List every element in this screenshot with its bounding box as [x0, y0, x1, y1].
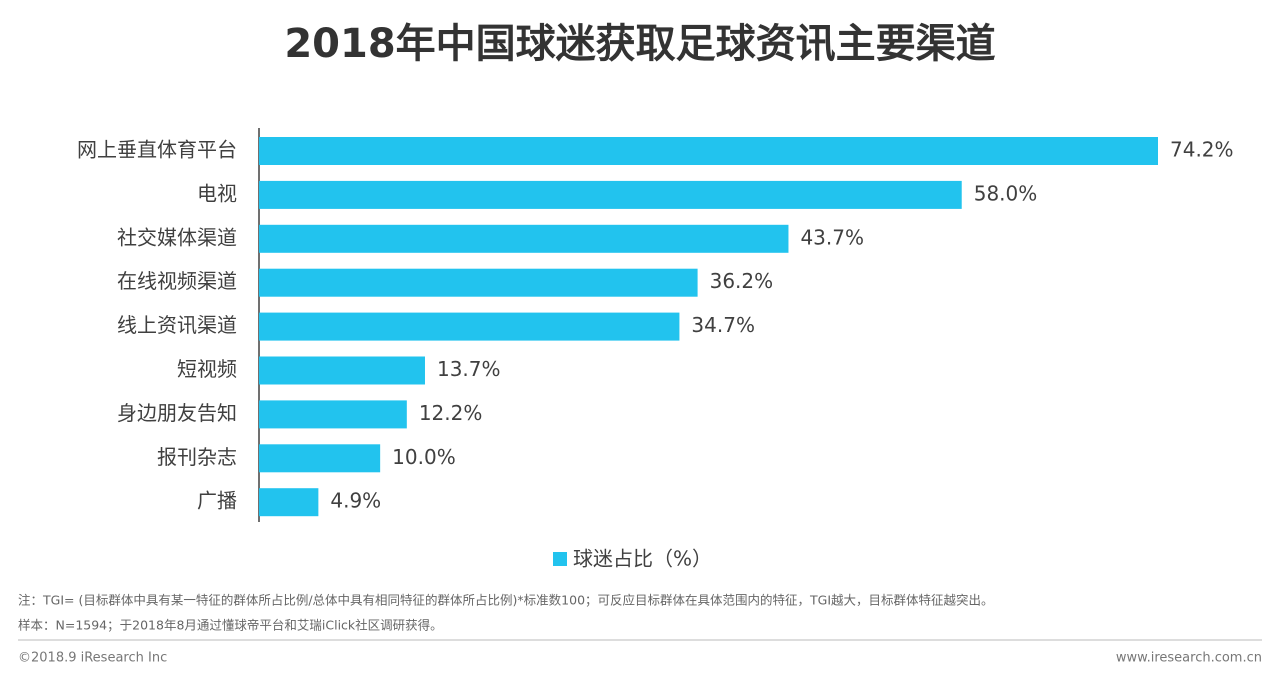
category-label: 电视 — [197, 181, 237, 205]
category-label: 在线视频渠道 — [117, 269, 237, 293]
legend-swatch — [553, 552, 567, 566]
value-label: 43.7% — [800, 225, 864, 249]
value-label: 74.2% — [1170, 138, 1234, 162]
bar — [259, 312, 680, 341]
value-label: 58.0% — [974, 181, 1038, 205]
category-label: 短视频 — [177, 357, 237, 381]
bar — [259, 488, 319, 517]
value-label: 4.9% — [330, 489, 381, 513]
bar — [259, 400, 407, 429]
category-label: 身边朋友告知 — [117, 401, 237, 425]
category-label: 网上垂直体育平台 — [77, 138, 237, 162]
bar — [259, 356, 425, 385]
chart-title: 2018年中国球迷获取足球资讯主要渠道 — [284, 21, 995, 67]
bar — [259, 268, 698, 297]
category-label: 广播 — [197, 489, 237, 513]
value-label: 13.7% — [437, 357, 501, 381]
bar — [259, 224, 789, 253]
footer-left: ©2018.9 iResearch Inc — [18, 651, 167, 666]
bar — [259, 137, 1158, 165]
category-label: 线上资讯渠道 — [117, 313, 237, 337]
note: 注：TGI= (目标群体中具有某一特征的群体所占比例/总体中具有相同特征的群体所… — [18, 593, 994, 608]
bar — [259, 444, 381, 473]
value-label: 10.0% — [392, 445, 456, 469]
note: 样本：N=1594；于2018年8月通过懂球帝平台和艾瑞iClick社区调研获得… — [18, 618, 443, 633]
legend-label: 球迷占比（%） — [573, 547, 712, 571]
value-label: 12.2% — [419, 401, 483, 425]
category-label: 社交媒体渠道 — [117, 225, 237, 249]
value-label: 34.7% — [691, 313, 755, 337]
bar — [259, 180, 962, 209]
value-label: 36.2% — [710, 269, 774, 293]
category-label: 报刊杂志 — [157, 445, 237, 469]
footer-right: www.iresearch.com.cn — [1116, 651, 1262, 666]
